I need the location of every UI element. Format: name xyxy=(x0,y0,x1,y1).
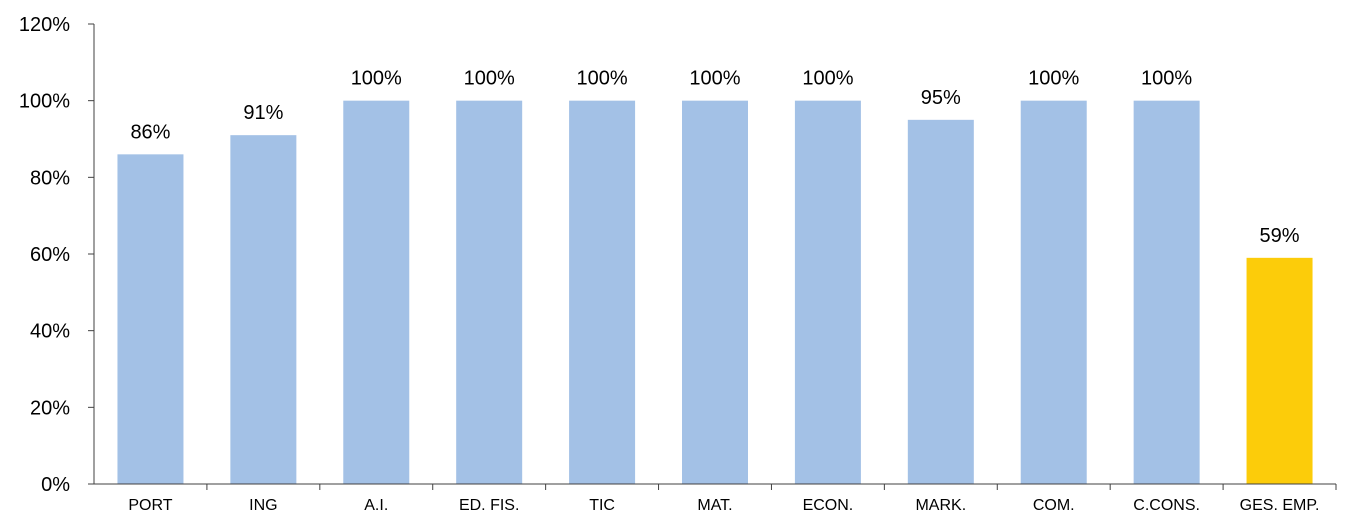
x-tick-label: ING xyxy=(249,497,277,514)
x-tick-label: COM. xyxy=(1033,497,1075,514)
bar xyxy=(343,100,410,485)
bar xyxy=(682,100,748,485)
bar xyxy=(794,100,861,485)
x-tick-label: ECON. xyxy=(803,497,854,514)
x-tick-label: TIC xyxy=(589,497,615,514)
data-label: 100% xyxy=(1028,68,1079,90)
bar xyxy=(1246,257,1313,484)
bar xyxy=(569,100,636,485)
x-tick-label: MAT. xyxy=(697,497,732,514)
y-tick-label: 40% xyxy=(30,321,70,343)
y-tick-label: 100% xyxy=(19,91,70,113)
data-label: 91% xyxy=(243,102,283,124)
data-label: 100% xyxy=(689,68,740,90)
y-tick-label: 20% xyxy=(30,397,70,419)
y-tick-label: 60% xyxy=(30,244,70,266)
bar xyxy=(907,119,974,484)
y-tick-label: 0% xyxy=(41,474,70,496)
x-axis: PORT ING A.I. ED. FIS. TIC MAT. ECON. MARK. COM.… xyxy=(94,483,1337,514)
x-tick-label: GES. EMP. xyxy=(1240,497,1320,514)
bar xyxy=(1133,100,1200,485)
data-label: 100% xyxy=(577,68,628,90)
data-label: 100% xyxy=(1141,68,1192,90)
data-label: 100% xyxy=(802,68,853,90)
bar xyxy=(230,135,297,484)
x-tick-label: MARK. xyxy=(915,497,966,514)
bar xyxy=(1020,100,1087,485)
y-tick-label: 120% xyxy=(19,14,70,36)
x-tick-label: ED. FIS. xyxy=(459,497,519,514)
data-labels: 86% 91% 100% 100% 100% 100% 100% 95% 100% 100% 59% xyxy=(130,68,1299,247)
data-label: 100% xyxy=(464,68,515,90)
data-label: 86% xyxy=(130,121,170,143)
y-axis: 0% 20% 40% 60% 80% 100% 120% xyxy=(19,14,95,496)
bar xyxy=(117,154,184,485)
data-label: 59% xyxy=(1260,225,1300,247)
bars xyxy=(117,100,1313,485)
x-tick-label: C.CONS. xyxy=(1133,497,1200,514)
x-tick-label: PORT xyxy=(128,497,172,514)
y-tick-label: 80% xyxy=(30,167,70,189)
x-tick-label: A.I. xyxy=(364,497,388,514)
data-label: 95% xyxy=(921,87,961,109)
bar xyxy=(456,100,523,485)
data-label: 100% xyxy=(351,68,402,90)
